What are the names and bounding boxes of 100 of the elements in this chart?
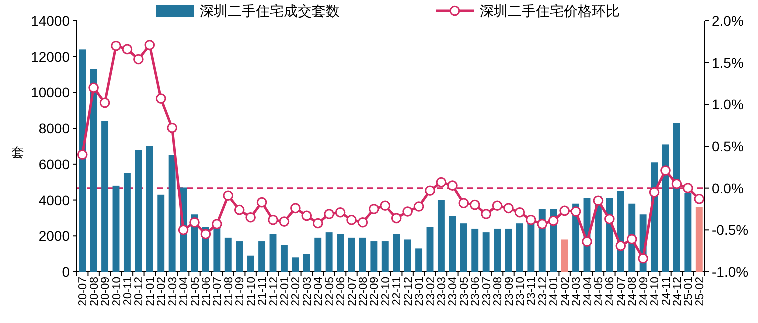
x-tick-label: 23-05 [458,277,471,306]
x-tick-label: 21-02 [156,277,168,306]
point [458,198,470,209]
x-tick-label: 22-12 [402,277,415,306]
bar [236,242,244,272]
bar [460,224,468,272]
x-tick-label: 20-07 [78,277,90,306]
x-tick-label: 23-12 [537,277,550,306]
bar [79,50,86,272]
point [156,94,166,104]
point [425,186,436,196]
point [268,214,278,226]
bar [124,173,131,272]
x-tick-label: 20-09 [100,277,112,306]
y-tick-label: 10000 [31,84,70,101]
x-tick-label: 23-02 [425,277,438,306]
point [100,98,110,108]
bar [516,224,524,272]
point [504,203,514,214]
bar [561,240,568,272]
x-tick-label: 24-01 [548,277,561,306]
point [694,194,705,204]
x-tick-label: 23-11 [526,277,538,306]
x-tick-label: 21-12 [268,277,280,306]
point [672,179,682,190]
x-tick-label: 23-01 [414,277,426,306]
point [526,214,536,226]
point [190,217,200,228]
point [88,82,99,94]
x-tick-label: 23-09 [504,277,516,306]
x-tick-label: 22-04 [313,276,326,306]
bar [280,245,288,272]
bar [303,254,310,272]
x-tick-label: 21-05 [190,277,202,306]
x-tick-label: 25-01 [683,277,696,306]
point [391,213,402,224]
point [111,40,122,52]
x-tick-label: 21-11 [257,277,270,306]
y2-tick-label: 0.0% [712,180,744,196]
point [514,207,526,218]
x-tick-label: 24-11 [660,277,673,306]
x-tick-label: 24-09 [638,277,650,306]
point [324,209,334,220]
bar [168,155,176,272]
bar [158,194,165,272]
point [200,229,212,240]
bar [528,222,535,272]
y-tick-label: 6000 [38,156,70,172]
x-tick-label: 24-08 [627,277,640,306]
bar [494,228,502,272]
point [167,122,178,134]
x-tick-label: 22-05 [324,277,336,306]
x-tick-label: 23-06 [470,277,482,306]
bar [112,186,120,272]
x-tick-label: 21-06 [200,277,213,306]
point [335,207,346,218]
bar [472,228,479,272]
point [77,150,88,160]
bar [404,240,412,272]
point [649,187,660,198]
bar [482,232,490,272]
point [626,234,638,245]
x-tick-label: 20-11 [122,277,134,306]
x-tick-label: 23-04 [448,276,460,306]
bar [214,227,221,272]
bar [326,232,333,272]
point [223,190,234,202]
y-tick-label: 14000 [31,13,70,29]
x-tick-label: 24-06 [604,277,617,306]
bar [146,146,154,272]
x-tick-label: 24-04 [582,276,594,306]
point [660,166,671,176]
bar [135,150,142,272]
point [560,206,570,216]
point [380,200,391,212]
x-tick-label: 24-05 [593,277,606,306]
point [638,253,648,264]
y-tick-label: 8000 [38,120,70,137]
x-tick-label: 21-07 [212,277,224,306]
legend-label: 深圳二手住宅成交套数 [200,3,340,19]
point [414,202,424,212]
bar [416,248,423,272]
point [402,206,413,217]
bar [292,258,300,272]
y2-tick-label: -1.0% [712,264,749,280]
bar [247,256,254,272]
point [369,204,380,214]
x-tick-label: 22-09 [369,277,382,306]
point [134,54,144,65]
bar [684,193,692,272]
bar [426,227,434,272]
bar [314,238,322,272]
x-tick-label: 22-06 [336,277,348,306]
x-tick-label: 24-12 [672,277,684,306]
point [256,197,268,208]
bar [438,200,445,272]
x-tick-label: 21-04 [178,276,191,306]
y-tick-label: 0 [62,264,70,280]
bar [359,238,366,272]
x-tick-label: 20-10 [111,277,124,306]
